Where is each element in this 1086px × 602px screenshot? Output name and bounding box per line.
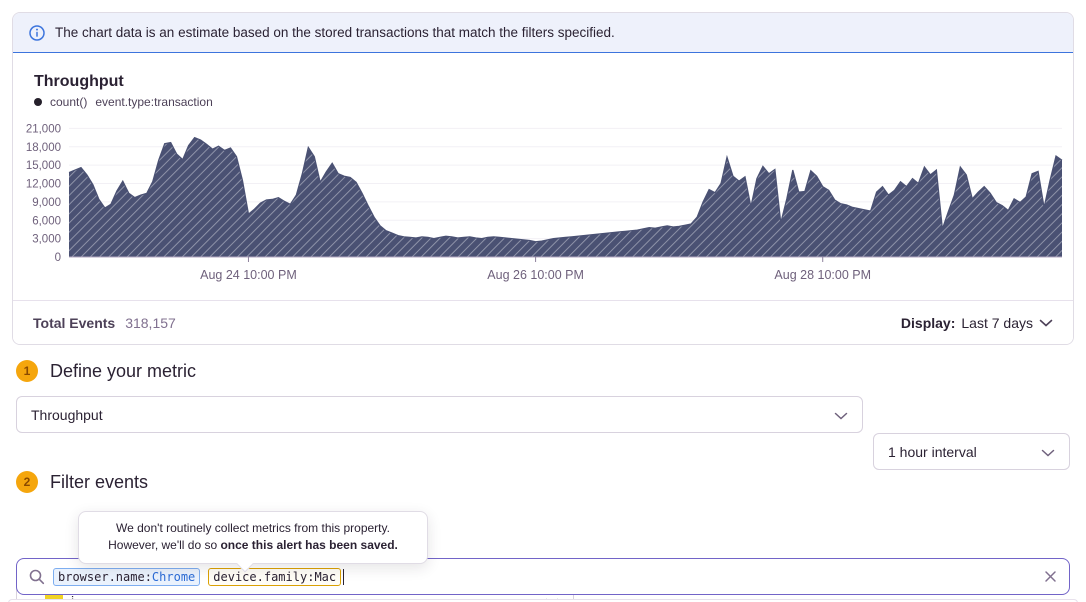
x-axis-label: Aug 24 10:00 PM: [200, 268, 297, 282]
total-events-label: Total Events: [33, 314, 116, 331]
x-axis-label: Aug 28 10:00 PM: [774, 268, 871, 282]
chevron-down-icon: [834, 407, 848, 423]
y-axis-label: 0: [55, 252, 61, 264]
display-label: Display:: [900, 314, 956, 331]
search-icon: [29, 569, 45, 585]
next-panel-top-edge: [8, 599, 1078, 602]
y-axis-label: 9,000: [32, 197, 61, 209]
metric-select-value: Throughput: [31, 406, 103, 423]
y-axis-label: 15,000: [26, 160, 61, 172]
tooltip-line2: However, we'll do so once this alert has…: [108, 538, 398, 553]
section-define-metric-title: Define your metric: [50, 360, 197, 381]
filter-token-browser-name[interactable]: browser.name:Chrome: [53, 567, 201, 586]
chevron-down-icon: [1039, 319, 1053, 327]
metric-collection-tooltip: We don't routinely collect metrics from …: [78, 511, 428, 573]
display-value: Last 7 days: [961, 314, 1033, 331]
legend-dot-icon: [34, 98, 42, 106]
tooltip-line2-bold: once this alert has been saved.: [220, 538, 398, 553]
y-axis-label: 3,000: [32, 234, 61, 246]
section-define-metric-header: 1 Define your metric: [16, 360, 196, 382]
legend-query: event.type:transaction: [95, 95, 213, 109]
text-cursor: [343, 568, 345, 585]
section-filter-events-title: Filter events: [50, 471, 149, 492]
step-2-badge: 2: [16, 471, 38, 493]
chevron-down-icon: [1041, 444, 1055, 460]
legend-series-name: count(): [50, 95, 88, 109]
display-range-dropdown[interactable]: Display: Last 7 days: [901, 315, 1053, 331]
throughput-area-series: [69, 137, 1062, 257]
throughput-chart-svg: 0 3,000 6,000 9,000 12,000 15,000 18,000 21,000…: [26, 123, 1063, 282]
total-events-value: 318,157: [125, 314, 176, 331]
tooltip-line1: We don't routinely collect metrics from …: [116, 521, 390, 535]
metric-select[interactable]: Throughput: [16, 396, 863, 433]
chart-title: Throughput: [34, 73, 124, 90]
y-axis-label: 12,000: [26, 179, 61, 191]
x-axis-label: Aug 26 10:00 PM: [487, 268, 584, 282]
info-icon: [29, 24, 45, 41]
project-select-value: j: [71, 592, 75, 602]
filter-token-device-family[interactable]: device.family:Mac: [208, 567, 342, 586]
info-banner-text: The chart data is an estimate based on t…: [55, 25, 615, 40]
filter-search-input[interactable]: browser.name:Chrome device.family:Mac: [16, 558, 1070, 595]
y-axis-label: 6,000: [32, 215, 61, 227]
section-filter-events-header: 2 Filter events: [16, 471, 148, 493]
interval-select-value: 1 hour interval: [888, 443, 977, 460]
clear-search-icon[interactable]: [1044, 570, 1057, 583]
y-axis-label: 21,000: [26, 123, 61, 135]
y-axis-label: 18,000: [26, 142, 61, 154]
chart-panel: The chart data is an estimate based on t…: [12, 12, 1074, 345]
chart-panel-footer: Total Events 318,157 Display: Last 7 day…: [13, 300, 1073, 344]
throughput-area-topline: [68, 136, 1063, 243]
step-1-badge: 1: [16, 360, 38, 382]
info-banner: The chart data is an estimate based on t…: [13, 13, 1073, 53]
chart-legend: count() event.type:transaction: [34, 95, 213, 109]
interval-select[interactable]: 1 hour interval: [873, 433, 1070, 470]
